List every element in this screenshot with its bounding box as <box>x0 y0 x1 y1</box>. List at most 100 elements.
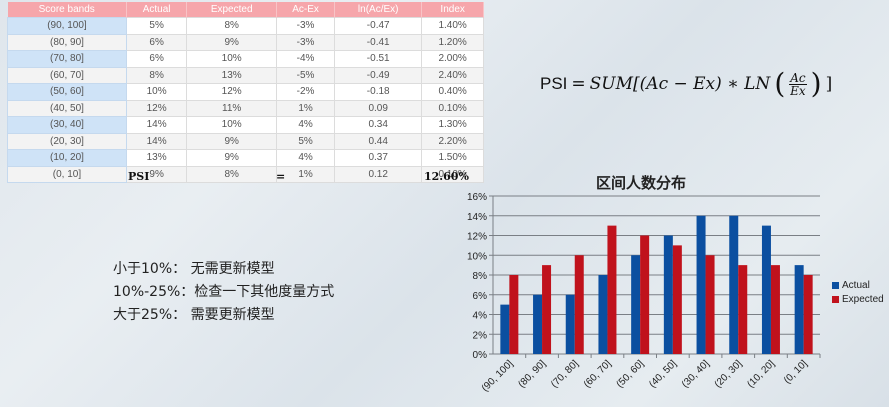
rule-mid: 10%-25%：检查一下其他度量方式 <box>113 284 335 300</box>
bar-actual <box>631 255 641 354</box>
legend-swatch-actual <box>832 281 839 289</box>
y-tick-label: 4% <box>473 311 488 322</box>
x-tick-label: (60, 70] <box>582 358 614 390</box>
bar-expected <box>509 275 519 354</box>
table-cell: 9% <box>125 165 188 183</box>
y-tick-label: 8% <box>473 271 488 282</box>
formula-fraction: Ac Ex <box>789 70 807 98</box>
formula-close: ] <box>825 74 833 94</box>
bar-expected <box>672 245 682 354</box>
legend-expected: Expected <box>832 293 884 307</box>
x-tick-label: (70, 80] <box>549 358 581 390</box>
table-cell: -0.41 <box>334 33 423 51</box>
table-cell: 1.20% <box>421 33 484 51</box>
bar-actual <box>761 225 771 354</box>
chart-title: 区间人数分布 <box>596 174 687 192</box>
table-row: (70, 80] 6% 10% -4% -0.51 2.00% <box>7 50 484 68</box>
table-row: (30, 40] 14% 10% 4% 0.34 1.30% <box>7 116 484 134</box>
formula-paren-open: ( <box>774 67 786 100</box>
table-cell: 2.20% <box>421 132 484 150</box>
table-row: (50, 60] 10% 12% -2% -0.18 0.40% <box>7 83 484 101</box>
formula-numerator: Ac <box>789 70 807 85</box>
table-cell: 0.37 <box>334 149 423 167</box>
table-body: (90, 100] 5% 8% -3% -0.47 1.40% (80, 90] 6% 9% -3… <box>7 17 484 183</box>
column-header: ln(Ac/Ex) <box>334 2 423 18</box>
y-tick-label: 10% <box>467 251 487 262</box>
table-cell: 1.30% <box>421 116 484 134</box>
table-cell: 9% <box>186 132 277 150</box>
score-band-cell: (30, 40] <box>7 116 127 134</box>
formula-paren-close: ) <box>810 67 822 100</box>
table-cell: 2.00% <box>421 50 484 68</box>
x-tick-label: (50, 60] <box>615 358 647 390</box>
table-cell: 8% <box>125 66 188 84</box>
bar-actual <box>696 215 706 354</box>
y-tick-label: 12% <box>467 232 487 243</box>
x-tick-label: (10, 20] <box>745 358 777 390</box>
bar-actual <box>533 294 543 354</box>
score-band-cell: (90, 100] <box>7 17 127 35</box>
table-cell: -0.18 <box>334 83 423 101</box>
psi-equals: = <box>276 170 286 183</box>
table-row: (20, 30] 14% 9% 5% 0.44 2.20% <box>7 132 484 150</box>
table-row: (80, 90] 6% 9% -3% -0.41 1.20% <box>7 33 484 51</box>
y-tick-label: 0% <box>473 350 488 361</box>
x-tick-label: (80, 90] <box>516 358 548 390</box>
table-cell: 10% <box>186 116 277 134</box>
rule-high: 大于25%： 需要更新模型 <box>113 307 275 323</box>
x-tick-label: (30, 40] <box>680 358 712 390</box>
bar-expected <box>705 255 715 354</box>
table-row: (60, 70] 8% 13% -5% -0.49 2.40% <box>7 66 484 84</box>
formula-sum: SUM[(Ac − Ex) ∗ LN <box>589 74 771 94</box>
column-header: Actual <box>126 2 188 18</box>
column-header: Index <box>421 2 484 18</box>
psi-table: Score bands Actual Expected Ac-Ex ln(Ac/Ex) I… <box>7 2 484 183</box>
bar-expected <box>607 225 617 354</box>
table-cell: -3% <box>275 33 336 51</box>
table-row: (40, 50] 12% 11% 1% 0.09 0.10% <box>7 99 484 117</box>
psi-value: 12.60% <box>424 170 469 183</box>
table-header-row: Score bands Actual Expected Ac-Ex ln(Ac/Ex) I… <box>7 2 484 18</box>
table-cell: 0.44 <box>334 132 423 150</box>
table-cell: 9% <box>186 33 277 51</box>
table-cell: 0.34 <box>334 116 423 134</box>
x-tick-label: (0, 10] <box>782 358 810 386</box>
table-cell: 2.40% <box>421 66 484 84</box>
score-band-cell: (20, 30] <box>7 132 127 150</box>
table-cell: 1.50% <box>421 149 484 167</box>
psi-formula: PSI = SUM[(Ac − Ex) ∗ LN ( Ac Ex ) ] <box>540 70 832 98</box>
column-header: Ac-Ex <box>276 2 336 18</box>
psi-label: PSI <box>128 170 150 183</box>
table-cell: -3% <box>275 17 336 35</box>
table-row: (10, 20] 13% 9% 4% 0.37 1.50% <box>7 149 484 167</box>
score-band-cell: (60, 70] <box>7 66 127 84</box>
table-cell: 1% <box>275 165 336 183</box>
formula-eq: = <box>571 74 586 94</box>
column-header: Expected <box>186 2 277 18</box>
rule-low: 小于10%： 无需更新模型 <box>113 261 275 277</box>
table-row: (0, 10] 9% 8% 1% 0.12 0.10% <box>7 165 484 183</box>
table-cell: 10% <box>186 50 277 68</box>
bar-expected <box>542 265 552 354</box>
bar-expected <box>803 275 813 354</box>
table-cell: -0.49 <box>334 66 423 84</box>
bar-actual <box>663 235 673 354</box>
y-tick-label: 14% <box>467 212 487 223</box>
formula-lhs: PSI <box>540 74 568 93</box>
y-tick-label: 16% <box>467 192 487 203</box>
bar-expected <box>640 235 650 354</box>
bar-expected <box>574 255 584 354</box>
column-header: Score bands <box>7 2 127 18</box>
table-cell: 0.40% <box>421 83 484 101</box>
table-cell: 6% <box>125 50 188 68</box>
table-cell: 14% <box>125 132 188 150</box>
score-band-cell: (80, 90] <box>7 33 127 51</box>
table-cell: 4% <box>275 116 336 134</box>
table-cell: 5% <box>125 17 188 35</box>
formula-denominator: Ex <box>790 83 806 98</box>
score-band-cell: (50, 60] <box>7 83 127 101</box>
x-tick-label: (40, 50] <box>647 358 679 390</box>
table-row: (90, 100] 5% 8% -3% -0.47 1.40% <box>7 17 484 35</box>
table-cell: 0.12 <box>334 165 423 183</box>
